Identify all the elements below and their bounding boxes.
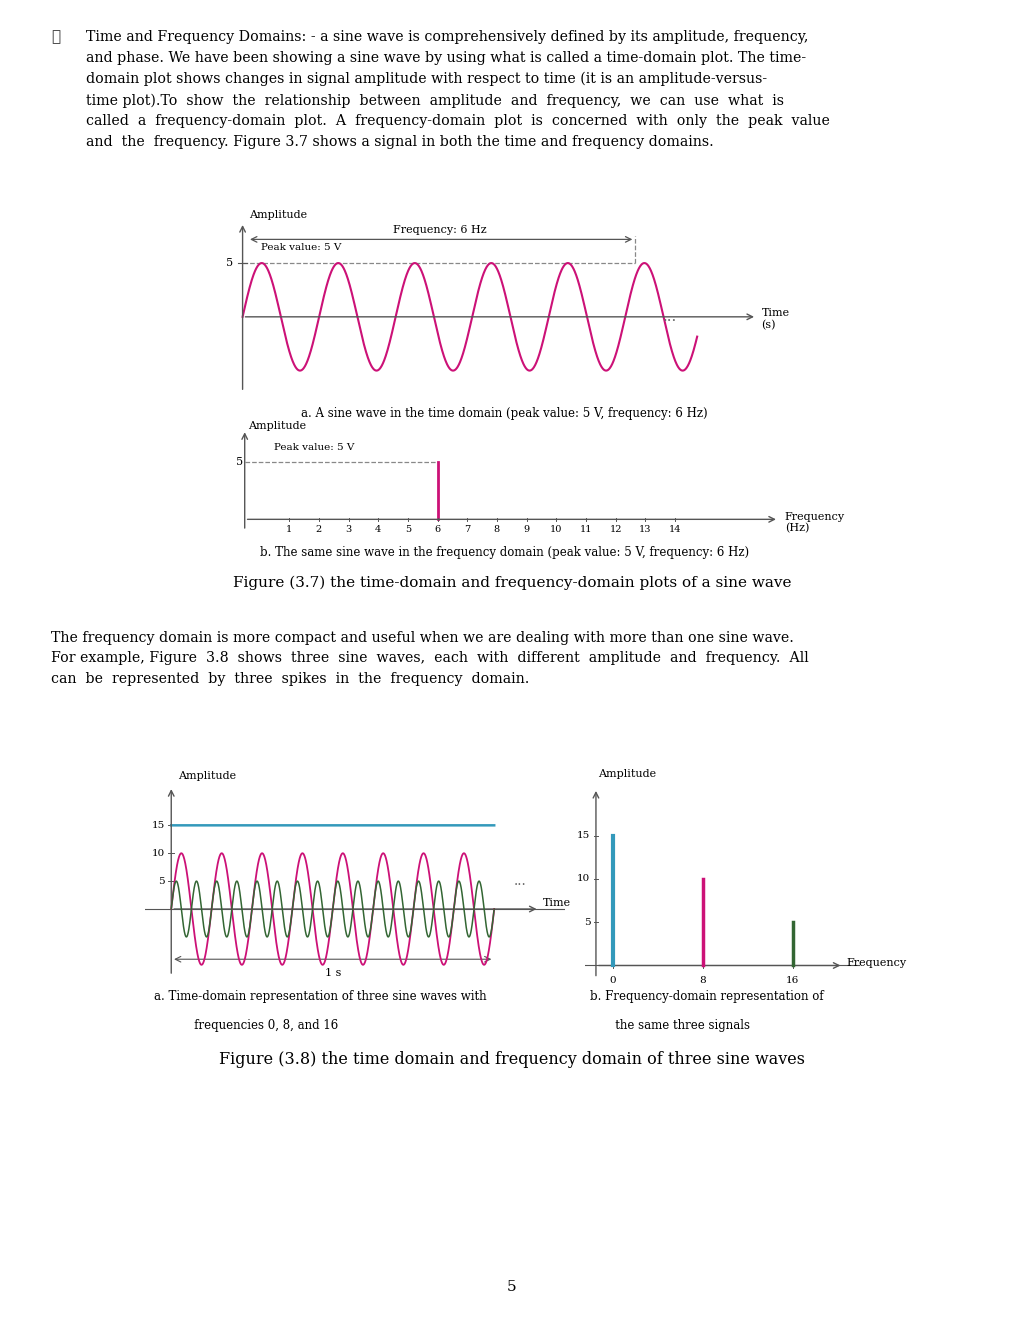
Text: 12: 12 <box>609 525 622 534</box>
Text: 2: 2 <box>315 525 322 534</box>
Text: (s): (s) <box>762 321 776 331</box>
Text: ...: ... <box>663 310 677 323</box>
Text: 5: 5 <box>507 1280 517 1293</box>
Text: a. Time-domain representation of three sine waves with: a. Time-domain representation of three s… <box>154 990 486 1003</box>
Text: Peak value: 5 V: Peak value: 5 V <box>274 444 354 452</box>
Text: the same three signals: the same three signals <box>604 1019 750 1032</box>
Text: Peak value: 5 V: Peak value: 5 V <box>261 244 341 252</box>
Text: 5: 5 <box>237 457 244 466</box>
Text: Amplitude: Amplitude <box>178 771 236 780</box>
Text: b. The same sine wave in the frequency domain (peak value: 5 V, frequency: 6 Hz): b. The same sine wave in the frequency d… <box>260 546 749 559</box>
Text: 10: 10 <box>550 525 562 534</box>
Text: b. Frequency-domain representation of: b. Frequency-domain representation of <box>590 990 824 1003</box>
Text: 15: 15 <box>152 820 165 829</box>
Text: 15: 15 <box>578 831 590 840</box>
Text: a. A sine wave in the time domain (peak value: 5 V, frequency: 6 Hz): a. A sine wave in the time domain (peak … <box>301 407 708 420</box>
Text: 8: 8 <box>494 525 500 534</box>
Text: ✓: ✓ <box>51 30 60 45</box>
Text: 5: 5 <box>404 525 411 534</box>
Text: 14: 14 <box>669 525 681 534</box>
Text: Figure (3.7) the time-domain and frequency-domain plots of a sine wave: Figure (3.7) the time-domain and frequen… <box>232 576 792 590</box>
Text: 11: 11 <box>580 525 592 534</box>
Text: Frequency: Frequency <box>784 511 845 522</box>
Text: 1: 1 <box>286 525 292 534</box>
Text: ...: ... <box>514 874 526 888</box>
Text: 9: 9 <box>523 525 529 534</box>
Text: 7: 7 <box>464 525 470 534</box>
Text: 16: 16 <box>786 977 800 984</box>
Text: Time: Time <box>762 307 790 318</box>
Text: 6: 6 <box>434 525 440 534</box>
Text: 4: 4 <box>375 525 381 534</box>
Text: Frequency: Frequency <box>847 958 907 967</box>
Text: 1 s: 1 s <box>325 967 341 978</box>
Text: 8: 8 <box>699 977 707 984</box>
Text: 5: 5 <box>584 918 590 926</box>
Text: 5: 5 <box>158 877 165 885</box>
Text: 10: 10 <box>578 874 590 884</box>
Text: Time and Frequency Domains: - a sine wave is comprehensively defined by its ampl: Time and Frequency Domains: - a sine wav… <box>86 30 830 148</box>
Text: 3: 3 <box>345 525 351 534</box>
Text: Amplitude: Amplitude <box>598 770 656 779</box>
Text: 0: 0 <box>609 977 616 984</box>
Text: The frequency domain is more compact and useful when we are dealing with more th: The frequency domain is more compact and… <box>51 631 809 686</box>
Text: Figure (3.8) the time domain and frequency domain of three sine waves: Figure (3.8) the time domain and frequen… <box>219 1052 805 1068</box>
Text: Amplitude: Amplitude <box>248 421 306 432</box>
Text: 13: 13 <box>639 525 651 534</box>
Text: frequencies 0, 8, and 16: frequencies 0, 8, and 16 <box>183 1019 339 1032</box>
Text: Frequency: 6 Hz: Frequency: 6 Hz <box>393 225 486 235</box>
Text: 5: 5 <box>226 258 233 268</box>
Text: 10: 10 <box>152 849 165 857</box>
Text: Time: Time <box>543 898 570 909</box>
Text: Amplitude: Amplitude <box>250 211 307 220</box>
Text: (Hz): (Hz) <box>784 523 809 534</box>
